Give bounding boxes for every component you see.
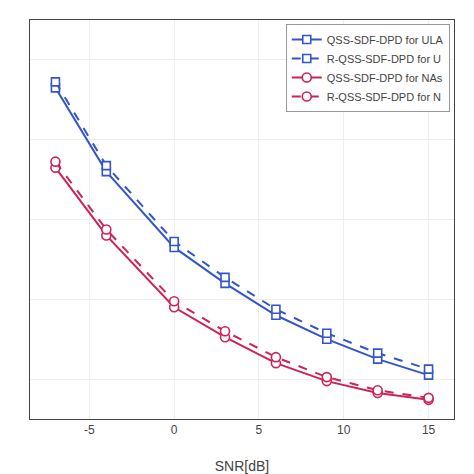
svg-text:R-QSS-SDF-DPD for N: R-QSS-SDF-DPD for N [327, 91, 441, 103]
svg-text:QSS-SDF-DPD for NAs: QSS-SDF-DPD for NAs [327, 72, 443, 84]
svg-text:R-QSS-SDF-DPD for U: R-QSS-SDF-DPD for U [327, 53, 441, 65]
svg-text:5: 5 [256, 423, 263, 437]
svg-text:0: 0 [171, 423, 178, 437]
svg-text:15: 15 [422, 423, 436, 437]
svg-text:QSS-SDF-DPD for ULA: QSS-SDF-DPD for ULA [327, 34, 444, 46]
svg-text:10: 10 [337, 423, 351, 437]
svg-text:SNR[dB]: SNR[dB] [215, 458, 269, 474]
svg-text:-5: -5 [84, 423, 95, 437]
